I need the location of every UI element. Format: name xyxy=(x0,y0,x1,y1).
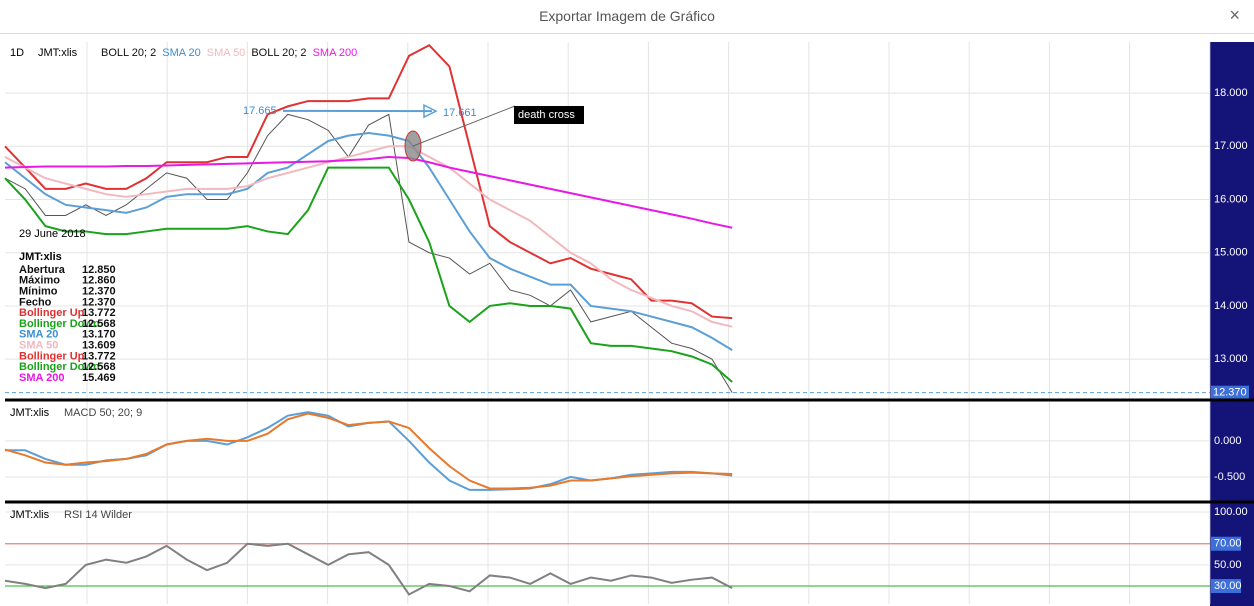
y-tick-label: 0.000 xyxy=(1214,435,1242,447)
panel-name: JMT:xlis xyxy=(38,47,78,59)
y-tick-label: 100.00 xyxy=(1214,506,1248,518)
series-line xyxy=(4,131,733,351)
series-line xyxy=(4,145,733,328)
info-label: Mínimo xyxy=(19,286,58,298)
y-tick-label: 16.000 xyxy=(1214,193,1248,205)
y-tick-label: -0.500 xyxy=(1214,471,1245,483)
series-line xyxy=(4,412,733,490)
legend-interval: 1D xyxy=(10,47,24,59)
panel-name: JMT:xlis xyxy=(10,509,50,521)
y-tick-label: 14.000 xyxy=(1214,300,1248,312)
panel-title: MACD 50; 20; 9 xyxy=(64,407,142,419)
annotation-box xyxy=(514,106,584,124)
annotation-leader xyxy=(412,105,516,147)
info-label: Bollinger Up xyxy=(19,350,85,362)
legend-entry: BOLL 20; 2 xyxy=(251,47,306,59)
info-value: 12.370 xyxy=(82,286,116,298)
y-tick-label: 13.000 xyxy=(1214,353,1248,365)
info-date: 29 June 2018 xyxy=(19,228,86,240)
legend-entry: SMA 50 xyxy=(207,47,246,59)
y-tick-label: 17.000 xyxy=(1214,140,1248,152)
info-label: Bollinger Up xyxy=(19,307,85,319)
info-value: 12.850 xyxy=(82,264,116,276)
axis-background xyxy=(1210,42,1254,606)
info-label: Bollinger Down xyxy=(19,361,100,373)
dialog-header: Exportar Imagem de Gráfico × xyxy=(0,0,1254,34)
info-title: JMT:xlis xyxy=(19,251,62,263)
measure-arrow xyxy=(423,103,438,119)
info-value: 12.860 xyxy=(82,275,116,287)
series-line xyxy=(4,113,733,393)
legend-entry: BOLL 20; 2 xyxy=(101,47,156,59)
series-line xyxy=(4,43,733,320)
info-label: SMA 200 xyxy=(19,372,64,384)
info-label: Abertura xyxy=(19,264,66,276)
y-tick-label: 18.000 xyxy=(1214,87,1248,99)
annotation-text: death cross xyxy=(518,109,575,121)
info-value: 15.469 xyxy=(82,372,116,384)
level-label-bg xyxy=(1211,579,1241,594)
info-label: SMA 20 xyxy=(19,329,58,341)
info-label: SMA 50 xyxy=(19,340,58,352)
series-line xyxy=(4,166,733,383)
info-value: 13.170 xyxy=(82,329,116,341)
last-price-bg xyxy=(1211,385,1249,400)
level-label: 70.00 xyxy=(1214,538,1242,550)
series-line xyxy=(4,542,733,596)
y-tick-label: 15.000 xyxy=(1214,247,1248,259)
measure-start: 17.665 xyxy=(243,105,277,117)
close-button[interactable]: × xyxy=(1229,5,1240,25)
info-value: 12.568 xyxy=(82,318,116,330)
info-label: Bollinger Down xyxy=(19,318,100,330)
info-value: 13.609 xyxy=(82,340,116,352)
dialog-title: Exportar Imagem de Gráfico xyxy=(539,8,715,24)
info-value: 13.772 xyxy=(82,350,116,362)
legend-entry: SMA 20 xyxy=(162,47,201,59)
level-label: 30.00 xyxy=(1214,580,1242,592)
info-label: Fecho xyxy=(19,296,52,308)
info-value: 12.568 xyxy=(82,361,116,373)
info-value: 13.772 xyxy=(82,307,116,319)
series-line xyxy=(4,155,733,229)
panel-name: JMT:xlis xyxy=(10,407,50,419)
info-label: Máximo xyxy=(19,275,60,287)
panel-title: RSI 14 Wilder xyxy=(64,509,132,521)
y-tick-label: 50.00 xyxy=(1214,559,1242,571)
last-price-label: 12.370 xyxy=(1213,387,1247,399)
info-value: 12.370 xyxy=(82,296,116,308)
measure-end: 17.661 xyxy=(443,107,477,119)
legend-entry: SMA 200 xyxy=(313,47,358,59)
level-label-bg xyxy=(1211,536,1241,551)
